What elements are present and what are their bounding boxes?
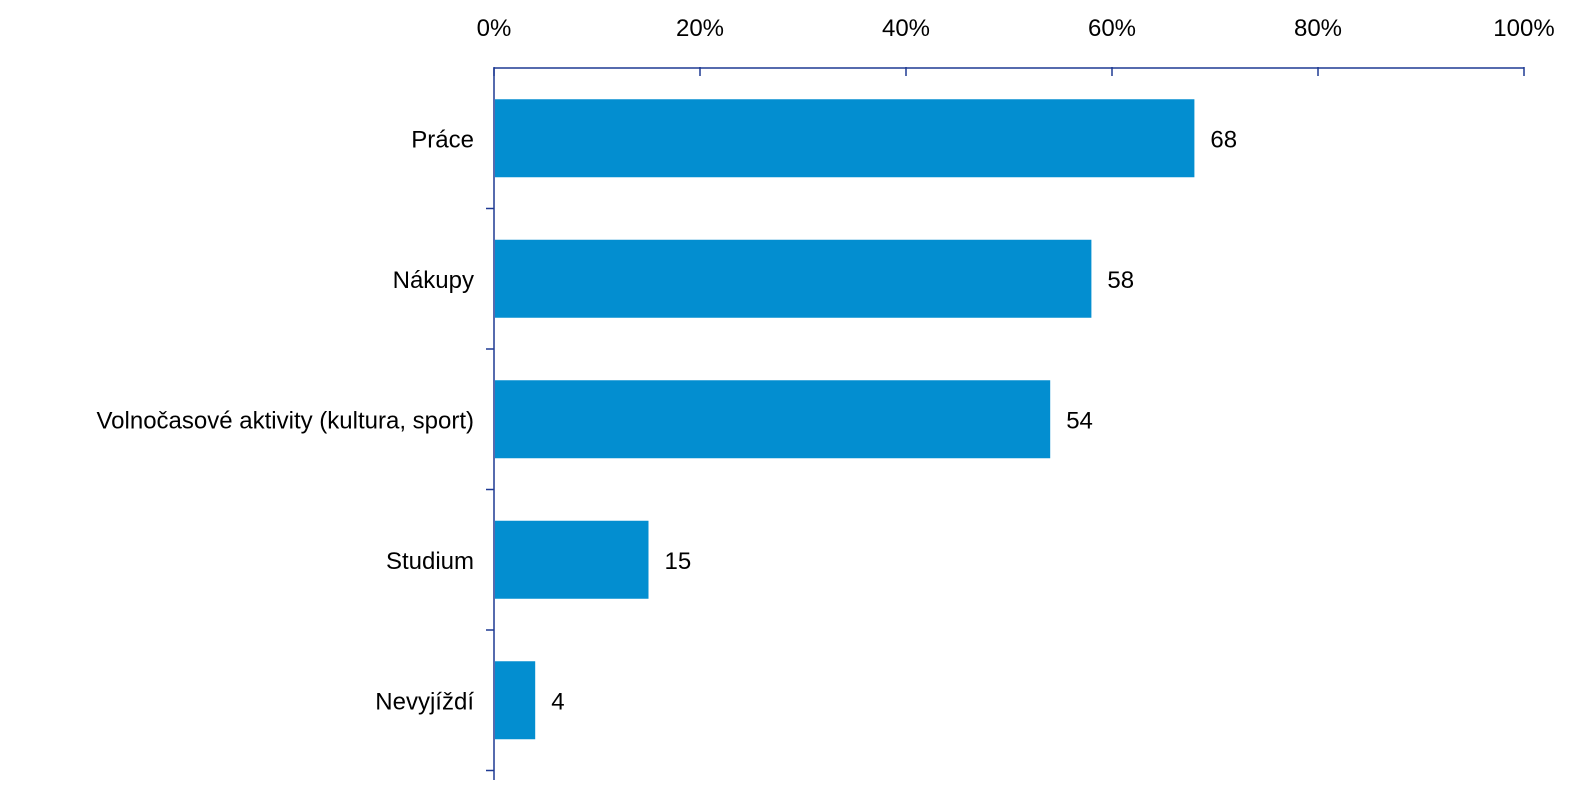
- category-label: Nákupy: [393, 267, 474, 294]
- data-label: 58: [1107, 267, 1134, 294]
- bar: [495, 239, 1092, 318]
- x-tick-label: 40%: [882, 15, 930, 42]
- category-label: Práce: [411, 126, 474, 153]
- data-label: 68: [1210, 126, 1237, 153]
- data-labels: 68 58 54 15 4: [551, 126, 1237, 715]
- bar: [495, 99, 1195, 178]
- category-labels: Práce Nákupy Volnočasové aktivity (kultura…: [97, 126, 475, 715]
- x-tick-label: 20%: [676, 15, 724, 42]
- axes: [486, 67, 1524, 780]
- bar: [495, 661, 536, 740]
- category-label: Studium: [386, 548, 474, 575]
- bar: [495, 520, 649, 599]
- x-axis-ticks: 0% 20% 40% 60% 80% 100%: [477, 15, 1555, 76]
- category-label: Nevyjíždí: [375, 688, 474, 715]
- data-label: 4: [551, 688, 564, 715]
- x-tick-label: 100%: [1493, 15, 1554, 42]
- data-label: 54: [1066, 407, 1093, 434]
- data-label: 15: [665, 548, 692, 575]
- category-label: Volnočasové aktivity (kultura, sport): [97, 407, 475, 434]
- x-tick-label: 80%: [1294, 15, 1342, 42]
- bars: [495, 99, 1195, 740]
- x-tick-label: 60%: [1088, 15, 1136, 42]
- bar: [495, 380, 1051, 459]
- x-tick-label: 0%: [477, 15, 512, 42]
